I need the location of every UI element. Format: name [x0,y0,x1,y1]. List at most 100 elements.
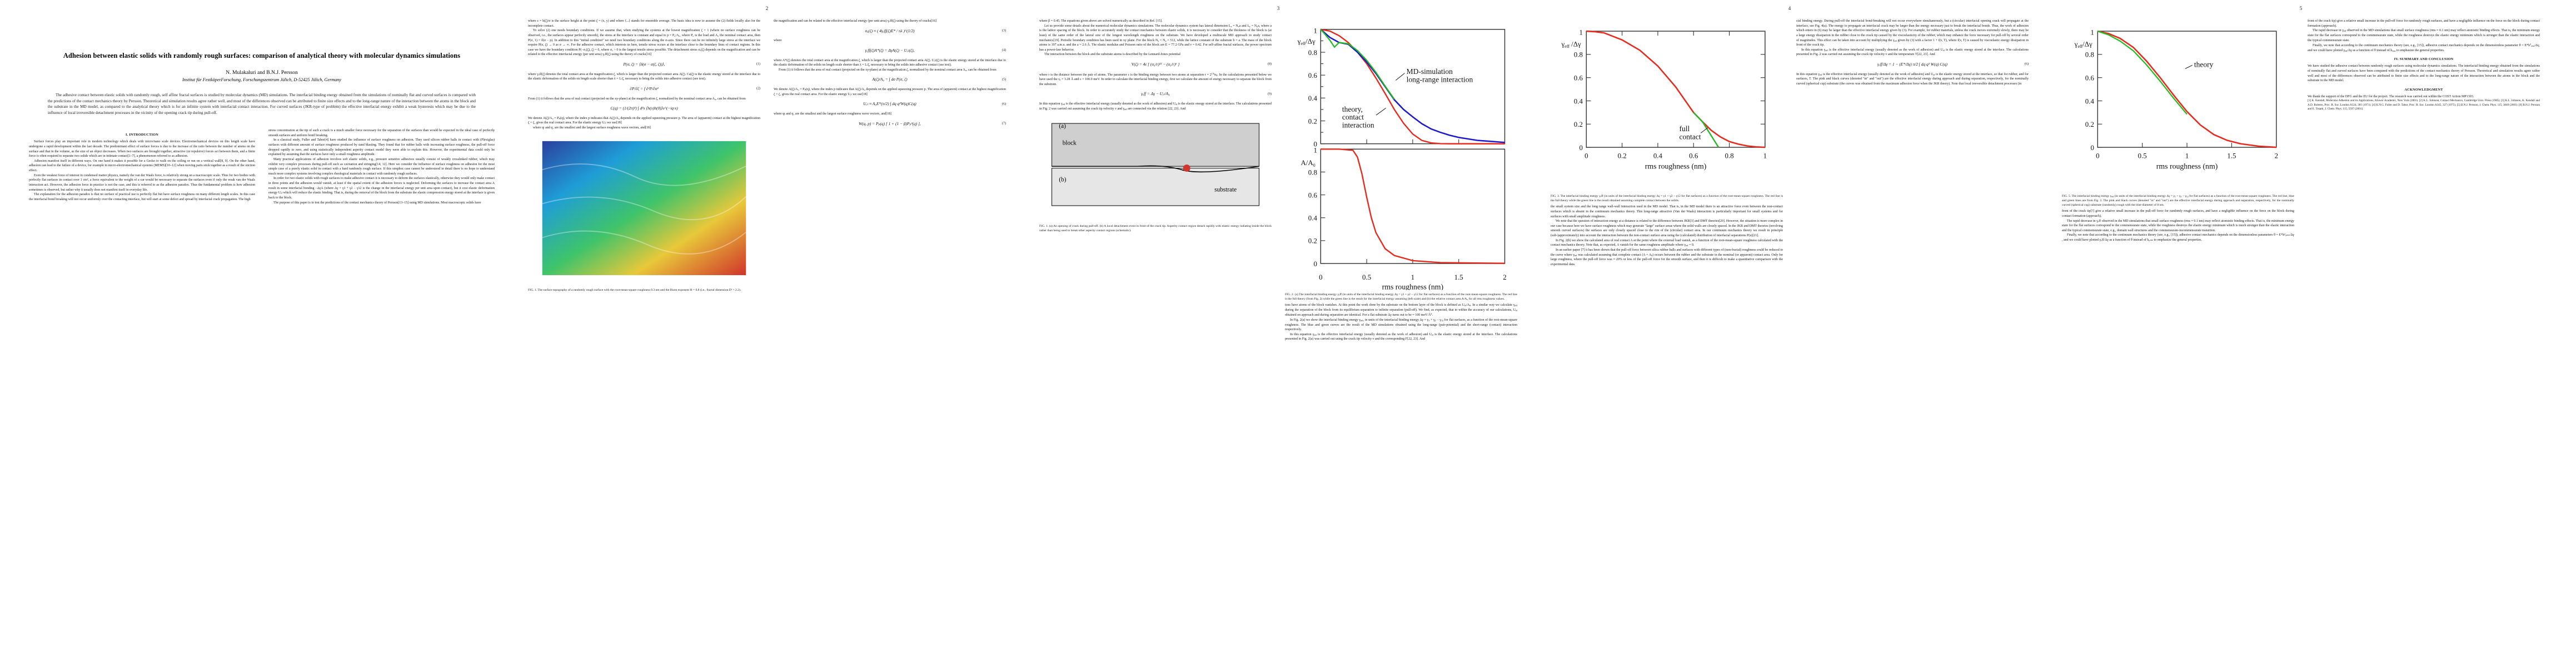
page-3-columns: where β = 0.45. The equations given abov… [1039,19,1517,636]
equation-tag: (6) [2025,63,2029,67]
crack-schematic-image: block substrate (a) (b) [1051,123,1260,206]
svg-text:0.4: 0.4 [1308,94,1318,102]
svg-text:(b): (b) [1059,177,1066,183]
equation-body: γₑff(ζ)A*(ζ) = ΔγA(ζ) − Uₑₗ(ζ), [865,47,915,53]
paragraph: In Fig. 2(b) we show the calculated area… [1551,238,1783,247]
authors: N. Mulakaluri and B.N.J. Persson [226,69,298,76]
svg-text:0: 0 [1313,260,1317,268]
paragraph: the small system size and the long range… [1551,205,1783,218]
page-number-4: 4 [1788,6,1791,11]
paragraph: tons have atoms of the block vanishes. A… [1285,303,1517,317]
svg-text:2: 2 [1503,273,1506,281]
equation-2: γₑff(ζ)A*(ζ) = ΔγA(ζ) − Uₑₗ(ζ), (4) [774,48,1006,54]
svg-text:full: full [1680,125,1690,133]
svg-text:0.8: 0.8 [1308,168,1317,176]
paragraph: Adhesion manifest itself in different wa… [29,159,255,173]
figure-1b-crack-schematic: block substrate (a) (b) FIG. 1. (a) An o… [1039,115,1272,233]
svg-text:rms roughness (nm): rms roughness (nm) [2156,162,2218,171]
paragraph: The rapid decrease in γₑff observed in t… [2062,219,2294,232]
page-4-columns: 0 0.2 0.4 0.6 0.8 1 γeff /Δγ full contac… [1551,19,2029,636]
svg-text:interaction: interaction [1342,121,1374,130]
equation-3: A(ζ)/A₀ = ∫ dσ P(σ, ζ) (5) [774,77,1006,83]
svg-text:0.8: 0.8 [2085,51,2094,59]
svg-text:rms roughness (nm): rms roughness (nm) [1645,162,1707,171]
equation-body: ∂P/∂ζ = f ∂²P/∂σ² [630,86,659,91]
svg-text:0.2: 0.2 [1618,152,1627,160]
svg-text:0.2: 0.2 [1308,117,1317,125]
svg-text:0.6: 0.6 [1689,152,1698,160]
svg-text:0.6: 0.6 [1308,72,1318,79]
svg-text:0: 0 [1585,152,1588,160]
svg-text:theory: theory [2194,60,2214,68]
svg-text:0.6: 0.6 [2085,74,2095,82]
paragraph: where [774,39,782,43]
equation-body: Uₑₗ ≈ A₀E*(π/2) ∫ dq q²W(q)C(q) [863,101,916,107]
svg-text:1.5: 1.5 [2227,152,2236,160]
figure-1-caption: FIG. 1. The surface topography of a rand… [528,288,741,292]
svg-text:0.6: 0.6 [1574,74,1583,82]
paragraph: The interaction between the block and th… [1044,53,1180,57]
paragraph: stress concentration at the tip of such … [268,129,495,137]
page-5-column-2: front of the crack tip) give a relative … [2308,19,2540,636]
svg-text:0.8: 0.8 [1725,152,1733,160]
equation-tag: (9) [1268,92,1272,96]
svg-text:1: 1 [2185,152,2189,160]
paragraph: where γₑff(ζ) denotes the total contact … [528,72,760,81]
svg-text:substrate: substrate [1214,187,1237,193]
paragraph: Finally, we note that according to the c… [2062,233,2294,242]
page-4-column-2: cial binding energy. During pull-off the… [1796,19,2029,636]
equation-body: P(σ, ζ) = ⟨δ(σ − σ(ζ, ζ))⟩, [623,62,665,67]
paragraph: In Fig. 2(a) we show the interfacial bin… [1285,318,1517,332]
svg-text:2: 2 [2275,152,2278,160]
paragraph: The rapid decrease in γeff observed in t… [2308,29,2540,42]
figure-2-binding-energy-chart: 0 0.2 0.4 0.6 0.8 1 γeff/Δγ [1285,22,1517,302]
page-2-columns: where ε = h(ζ)/σ is the surface height a… [528,19,1006,636]
figure-1-surface-topography: FIG. 1. The surface topography of a rand… [528,134,760,293]
paragraph: where β = 0.45. The equations given abov… [1039,19,1163,23]
equation-tag: (3) [1002,29,1006,33]
equation-4: Uₑₗ ≈ A₀E*(π/2) ∫ dq q²W(q)C(q) (6) [774,101,1006,107]
equation-6: ∂P/∂ζ = f ∂²P/∂σ² (2) [528,86,760,92]
svg-text:0.4: 0.4 [2085,97,2095,105]
svg-text:1: 1 [1579,29,1582,37]
page-title: Adhesion between elastic solids with ran… [63,52,461,59]
svg-text:0.2: 0.2 [1574,121,1583,128]
page-3-column-2: 0 0.2 0.4 0.6 0.8 1 γeff/Δγ [1285,19,1517,636]
svg-text:A/A0: A/A0 [1301,159,1315,168]
page-5-column-1: 0 0.2 0.4 0.6 0.8 1 γeff/Δγ theory 0 [2062,19,2294,636]
equation-body: C(q) = (1/(2π)²) ∫ d²x ⟨h(x)h(0)⟩e^(−iq·… [610,106,678,111]
svg-text:γeff /Δγ: γeff /Δγ [1561,40,1581,49]
equation-tag: (7) [1002,122,1006,126]
paragraph: where qₗ and q₁ are the smallest and the… [774,112,891,116]
page-4-column-1: 0 0.2 0.4 0.6 0.8 1 γeff /Δγ full contac… [1551,19,1783,636]
page-1-column-2: stress concentration at the tip of such … [268,128,495,626]
paragraph: where qₗ and q₁ are the smallest and the… [533,126,651,130]
equation-body: W(q, p) = Pₚ(q) [ 1 + (1 − β)Pₚ²(q) ], [859,121,921,126]
paragraph: Finally, we note that according to the c… [2308,43,2540,52]
svg-text:0.4: 0.4 [1653,152,1663,160]
paragraph: To solve (2) one needs boundary conditio… [528,29,760,57]
section-heading-summary: IV. SUMMARY AND CONCLUSION [2394,57,2454,62]
paragraph: In order for two elastic solids with rou… [268,177,495,200]
svg-text:γeff/Δγ: γeff/Δγ [2074,40,2092,49]
svg-text:0.2: 0.2 [2085,121,2094,128]
paragraph: From (1) it follows that the area of rea… [779,68,996,72]
svg-text:0: 0 [1319,273,1322,281]
page-3-column-1: where β = 0.45. The equations given abov… [1039,19,1272,636]
paragraph: Many practical applications of adhesion … [268,157,495,176]
paragraph: We note that the question of interaction… [1551,220,1783,238]
equation-9: W(q, p) = Pₚ(q) [ 1 + (1 − β)Pₚ²(q) ], (… [774,121,1006,127]
equation-body: σₐ(ζ) ≈ ( 4γₑff(ζ)E* / πλ )^(1/2) [865,28,915,33]
equation-5: P(σ, ζ) = ⟨δ(σ − σ(ζ, ζ))⟩, (1) [528,62,761,68]
surface-topography-image [542,141,746,275]
svg-text:1: 1 [1313,147,1317,155]
svg-text:0.8: 0.8 [1308,49,1317,57]
paragraph: front of the crack tip[?] give a relativ… [2062,210,2294,218]
paragraph: In this equation γeff is the effective i… [1796,48,2029,57]
svg-text:contact: contact [1342,113,1364,121]
page-5: 5 [2045,0,2557,667]
page-number-2: 2 [765,6,769,11]
page-1: Adhesion between elastic solids with ran… [0,0,511,667]
svg-text:rms roughness (nm): rms roughness (nm) [1382,283,1444,291]
